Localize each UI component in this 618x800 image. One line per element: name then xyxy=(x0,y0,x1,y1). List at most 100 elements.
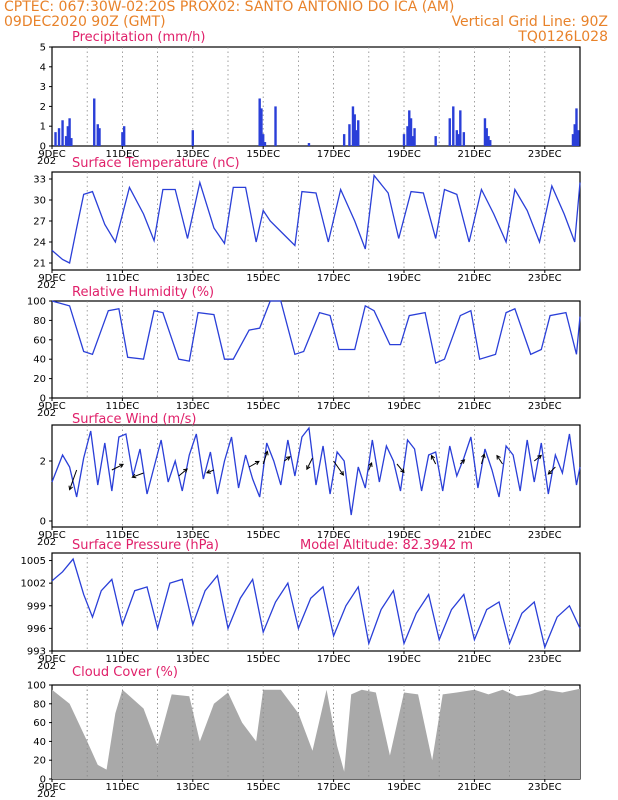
wind-arrow xyxy=(368,462,373,471)
x-tick-label: 17DEC xyxy=(317,782,351,793)
pressure-panel: 993 996 999 1002 1005 9DEC 11DEC 13DEC 15DEC 17DE… xyxy=(21,538,581,672)
precip-bar xyxy=(70,138,73,146)
precip-bar xyxy=(262,134,265,146)
y-tick-label: 1002 xyxy=(21,579,46,590)
precip-bar xyxy=(348,124,351,146)
y-tick-label: 20 xyxy=(33,756,46,767)
precip-bar xyxy=(93,98,96,146)
x-tick-label: 15DEC xyxy=(246,782,280,793)
x-tick-label: 19DEC xyxy=(387,273,421,284)
y-tick-label: 30 xyxy=(33,196,46,207)
y-tick-label: 2 xyxy=(40,102,46,113)
year-fragment: 202 xyxy=(37,408,56,419)
x-tick-label: 15DEC xyxy=(246,149,280,160)
temperature-title: Surface Temperature (nC) xyxy=(72,156,240,171)
header-model: TQ0126L028 xyxy=(517,29,608,45)
wind-arrow xyxy=(284,456,291,462)
precip-bar xyxy=(61,120,64,146)
y-tick-label: 40 xyxy=(33,737,46,748)
x-tick-label: 21DEC xyxy=(458,401,492,412)
wind-arrow xyxy=(430,454,437,465)
x-tick-label: 21DEC xyxy=(458,654,492,665)
y-tick-label: 0 xyxy=(40,517,46,528)
wind-title: Surface Wind (m/s) xyxy=(72,412,196,427)
wind-arrow xyxy=(459,459,466,465)
y-tick-label: 1005 xyxy=(21,556,46,567)
wind-series-line xyxy=(51,426,581,516)
precip-bar xyxy=(408,110,411,146)
y-tick-label: 27 xyxy=(33,217,46,228)
humidity-title: Relative Humidity (%) xyxy=(72,285,214,300)
x-tick-label: 9DEC xyxy=(38,149,65,160)
x-tick-label: 13DEC xyxy=(176,530,210,541)
x-tick-label: 23DEC xyxy=(528,654,562,665)
wind-arrow xyxy=(68,469,78,491)
humidity-panel: 0 20 40 60 80 100 9DEC 11DEC 13DEC 15DEC 17DEC 19DE… xyxy=(27,285,581,419)
wind-arrow xyxy=(262,450,269,465)
precip-bar xyxy=(459,110,462,146)
x-tick-label: 23DEC xyxy=(528,782,562,793)
x-tick-label: 19DEC xyxy=(387,401,421,412)
precip-bar xyxy=(452,106,455,146)
pressure-title: Surface Pressure (hPa) xyxy=(72,538,219,553)
y-tick-label: 5 xyxy=(40,43,46,54)
precip-bar xyxy=(483,118,487,146)
precip-bar xyxy=(573,124,576,146)
x-tick-label: 11DEC xyxy=(106,782,140,793)
y-tick-label: 0 xyxy=(40,142,46,153)
precip-bar xyxy=(413,128,416,146)
precip-bar xyxy=(462,132,466,146)
precip-bar xyxy=(455,130,458,146)
precip-bar xyxy=(487,136,490,146)
x-tick-label: 23DEC xyxy=(528,273,562,284)
x-tick-label: 9DEC xyxy=(38,401,65,412)
y-tick-label: 996 xyxy=(27,624,46,635)
header-date: 09DEC2020 90Z (GMT) xyxy=(4,14,166,30)
x-tick-label: 17DEC xyxy=(317,149,351,160)
y-tick-label: 100 xyxy=(27,681,46,692)
wind-arrow xyxy=(178,468,188,477)
header-gridline: Vertical Grid Line: 90Z xyxy=(452,14,608,30)
x-tick-label: 13DEC xyxy=(176,782,210,793)
y-tick-label: 993 xyxy=(27,647,46,658)
precip-bar xyxy=(64,136,68,146)
x-tick-label: 15DEC xyxy=(246,401,280,412)
wind-arrow xyxy=(496,454,503,465)
wind-arrow xyxy=(205,469,215,474)
wind-arrow xyxy=(547,466,556,475)
y-tick-label: 60 xyxy=(33,335,46,346)
y-tick-label: 3 xyxy=(40,82,46,93)
y-tick-label: 80 xyxy=(33,316,46,327)
precip-bar xyxy=(357,120,360,146)
temperature-series-line xyxy=(51,173,581,264)
precip-bar xyxy=(577,130,580,146)
precip-bar xyxy=(98,128,101,146)
y-tick-label: 21 xyxy=(33,259,46,270)
x-tick-label: 21DEC xyxy=(458,273,492,284)
y-tick-label: 24 xyxy=(33,238,46,249)
x-tick-label: 21DEC xyxy=(458,782,492,793)
x-tick-label: 11DEC xyxy=(106,654,140,665)
precip-bar xyxy=(411,136,414,146)
x-tick-label: 19DEC xyxy=(387,149,421,160)
y-tick-label: 0 xyxy=(40,775,46,786)
precip-bar xyxy=(122,126,126,146)
precip-bar xyxy=(409,118,413,146)
y-tick-label: 60 xyxy=(33,718,46,729)
precip-bar xyxy=(402,134,406,146)
x-tick-label: 13DEC xyxy=(176,273,210,284)
y-tick-label: 80 xyxy=(33,699,46,710)
humidity-frame xyxy=(51,300,581,399)
temperature-panel: 21 24 27 30 33 9DEC 11DEC 13DEC 15DEC 17DEC 19DEC 2… xyxy=(33,156,581,291)
cloud-title: Cloud Cover (%) xyxy=(72,665,178,680)
precip-bar xyxy=(575,108,578,146)
y-tick-label: 100 xyxy=(27,297,46,308)
precip-bar xyxy=(489,140,492,146)
precip-bar xyxy=(57,128,61,146)
wind-arrow xyxy=(396,463,405,474)
precip-bar xyxy=(274,106,277,146)
wind-arrow xyxy=(533,454,543,462)
y-tick-label: 40 xyxy=(33,355,46,366)
precip-bar xyxy=(121,132,124,146)
precip-bar xyxy=(68,118,71,146)
